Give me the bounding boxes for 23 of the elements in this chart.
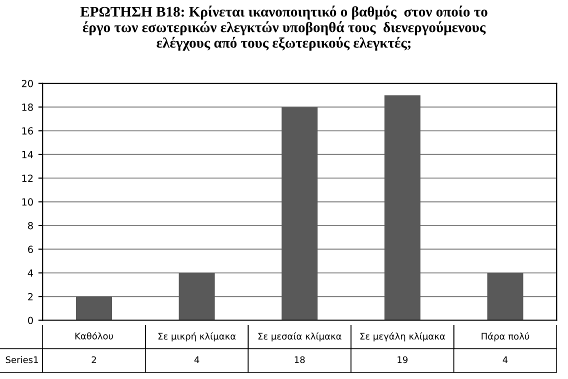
y-tick-label: 14 [22,151,34,158]
x-tick-label: Καθόλου [75,332,113,340]
x-tick-label: Σε μεγάλη κλίμακα [360,332,445,342]
y-tick-label: 4 [28,269,34,277]
data-label: 4 [502,356,508,364]
data-label: 18 [294,356,305,364]
chart-title: ΕΡΩΤΗΣΗ Β18: Κρίνεται ικανοποιητικό ο βαθμός στον οποίο το έργο των εσωτερικών ελεγκτών υποβοηθά τους διενεργούμενους ελέγχους από τους εξωτερικούς ελεγκτές; [80,6,488,51]
x-tick-label: Σε μεσαία κλίμακα [258,332,342,342]
text: Series1 [6,356,38,364]
x-tick-label: Πάρα πολύ [482,332,530,342]
x-tick-label: Σε μικρή κλίμακα [158,332,236,342]
y-tick-label: 8 [28,222,33,230]
data-label: 19 [398,356,408,364]
y-tick-label: 6 [28,246,33,254]
data-label: 4 [194,356,200,364]
y-tick-label: 18 [22,104,33,111]
y-tick-label: 10 [22,198,33,206]
y-tick-label: 16 [22,127,33,135]
y-tick-label: 12 [22,174,33,182]
y-tick-label: 0 [28,316,33,324]
y-tick-label: 2 [28,293,33,300]
data-label: 2 [92,356,96,364]
y-tick-label: 20 [22,80,33,88]
